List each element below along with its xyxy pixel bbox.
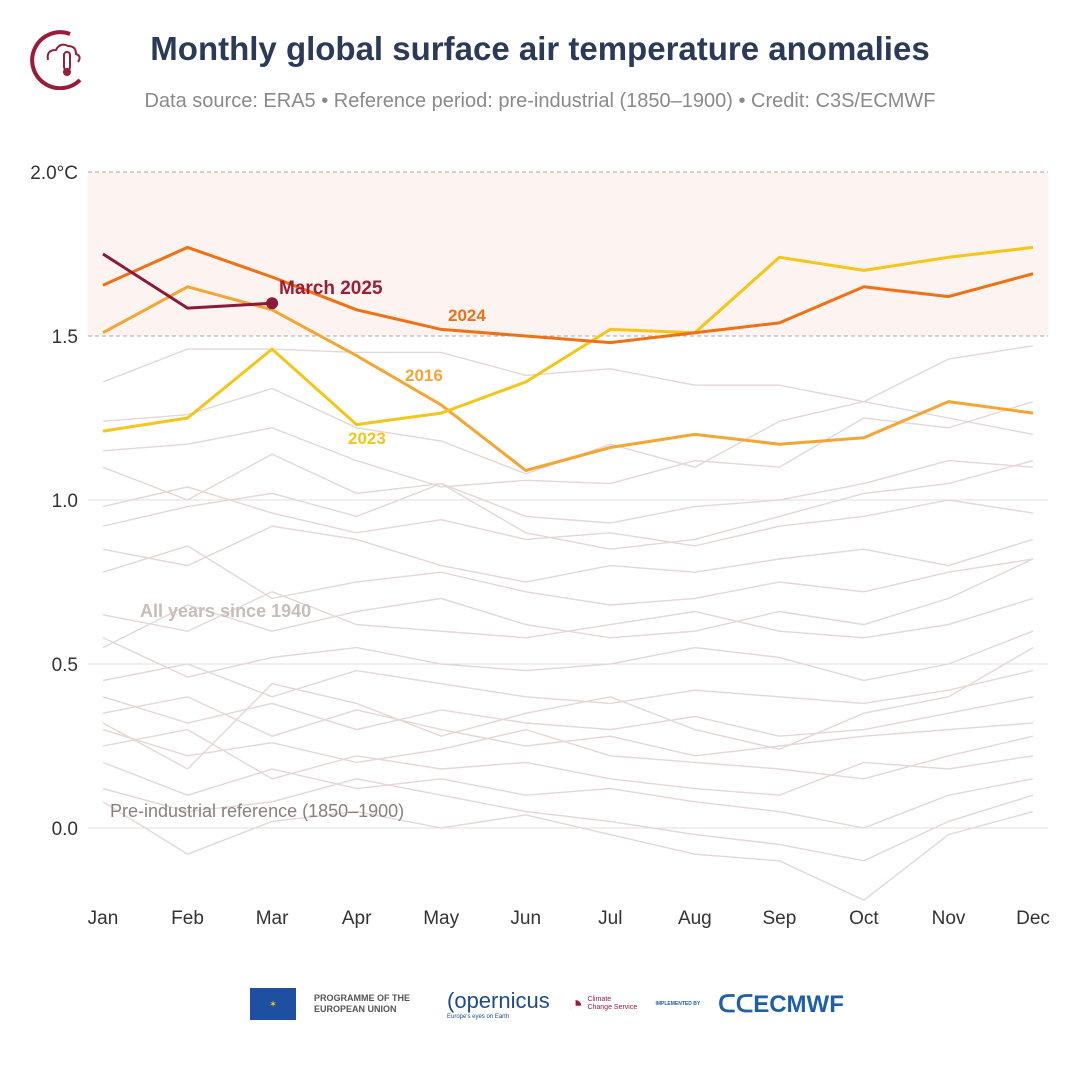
c3s-text: Climate Change Service — [587, 996, 638, 1011]
background-year-line — [102, 696, 1034, 757]
x-tick-label: Aug — [678, 908, 712, 929]
x-tick-label: Jun — [510, 908, 541, 929]
background-year-line — [102, 663, 1034, 705]
x-tick-label: Jul — [598, 908, 622, 929]
eu-programme-text: PROGRAMME OF THE EUROPEAN UNION — [314, 993, 410, 1014]
ecmwf-icon: ᑕᑕ — [718, 990, 754, 1018]
series-line-2016 — [102, 285, 1034, 472]
x-tick-label: Jan — [88, 908, 119, 929]
background-year-line — [102, 778, 1034, 862]
threshold-band — [88, 172, 1048, 336]
background-year-line — [102, 801, 1034, 902]
background-year-line — [102, 728, 1034, 796]
series-label-2025: March 2025 — [279, 278, 383, 299]
implemented-by-text: IMPLEMENTED BY — [655, 1001, 701, 1007]
x-tick-label: Dec — [1016, 908, 1050, 929]
eu-flag-icon: ✶ — [250, 988, 296, 1020]
x-tick-label: Feb — [171, 908, 204, 929]
x-tick-label: Nov — [932, 908, 966, 929]
copernicus-text: opernicus — [454, 988, 550, 1013]
latest-point-marker — [266, 297, 279, 310]
x-tick-label: Sep — [762, 908, 796, 929]
background-year-line — [102, 545, 1034, 606]
background-year-line — [102, 558, 1034, 649]
background-year-line — [102, 387, 1034, 475]
background-year-line — [102, 630, 1034, 682]
series-line-2025 — [102, 252, 273, 310]
x-tick-label: Mar — [256, 908, 289, 929]
background-series-label: All years since 1940 — [140, 601, 311, 621]
series-label-2016: 2016 — [405, 366, 443, 385]
climate-thermometer-logo-icon — [30, 28, 90, 95]
background-year-line — [102, 345, 1034, 403]
reference-label: Pre-industrial reference (1850–1900) — [110, 801, 404, 821]
x-tick-label: May — [423, 908, 459, 929]
chart-title: Monthly global surface air temperature a… — [150, 30, 930, 67]
y-tick-label: 1.0 — [52, 491, 78, 512]
y-tick-label: 0.5 — [52, 655, 78, 676]
copernicus-tagline: Europe's eyes on Earth — [447, 1014, 510, 1020]
y-tick-label: 0.0 — [52, 819, 78, 840]
x-tick-label: Oct — [849, 908, 879, 929]
series-label-2023: 2023 — [348, 429, 386, 448]
background-year-line — [102, 400, 1034, 488]
footer-logos: ✶ PROGRAMME OF THE EUROPEAN UNION (opern… — [250, 988, 844, 1020]
background-year-line — [102, 453, 1034, 524]
background-year-line — [102, 646, 1034, 770]
background-year-line — [102, 525, 1034, 583]
c3s-logo: ◔ Climate Change Service — [568, 989, 638, 1020]
background-year-line — [102, 696, 1034, 737]
y-tick-label: 1.5 — [52, 327, 78, 348]
y-tick-label: 2.0°C — [30, 163, 78, 184]
ecmwf-logo: ᑕᑕECMWF — [718, 990, 844, 1019]
chart-subtitle: Data source: ERA5 • Reference period: pr… — [144, 90, 936, 112]
line-chart: 2.0°C 1.5 1.0 0.5 0.0 Jan Feb Mar Apr May Jun Jul Au… — [30, 163, 1050, 929]
ecmwf-text: ECMWF — [753, 990, 844, 1018]
series-line-2024 — [102, 245, 1034, 345]
background-year-line — [102, 761, 1034, 829]
series-line-2023 — [102, 245, 1034, 433]
series-label-2024: 2024 — [448, 306, 486, 325]
background-year-line — [102, 486, 1034, 547]
x-tick-label: Apr — [342, 908, 372, 929]
background-year-line — [102, 728, 1034, 780]
background-year-line — [102, 459, 1034, 550]
copernicus-logo: (opernicus Europe's eyes on Earth — [447, 988, 550, 1020]
c3s-icon: ◔ — [567, 988, 584, 1019]
